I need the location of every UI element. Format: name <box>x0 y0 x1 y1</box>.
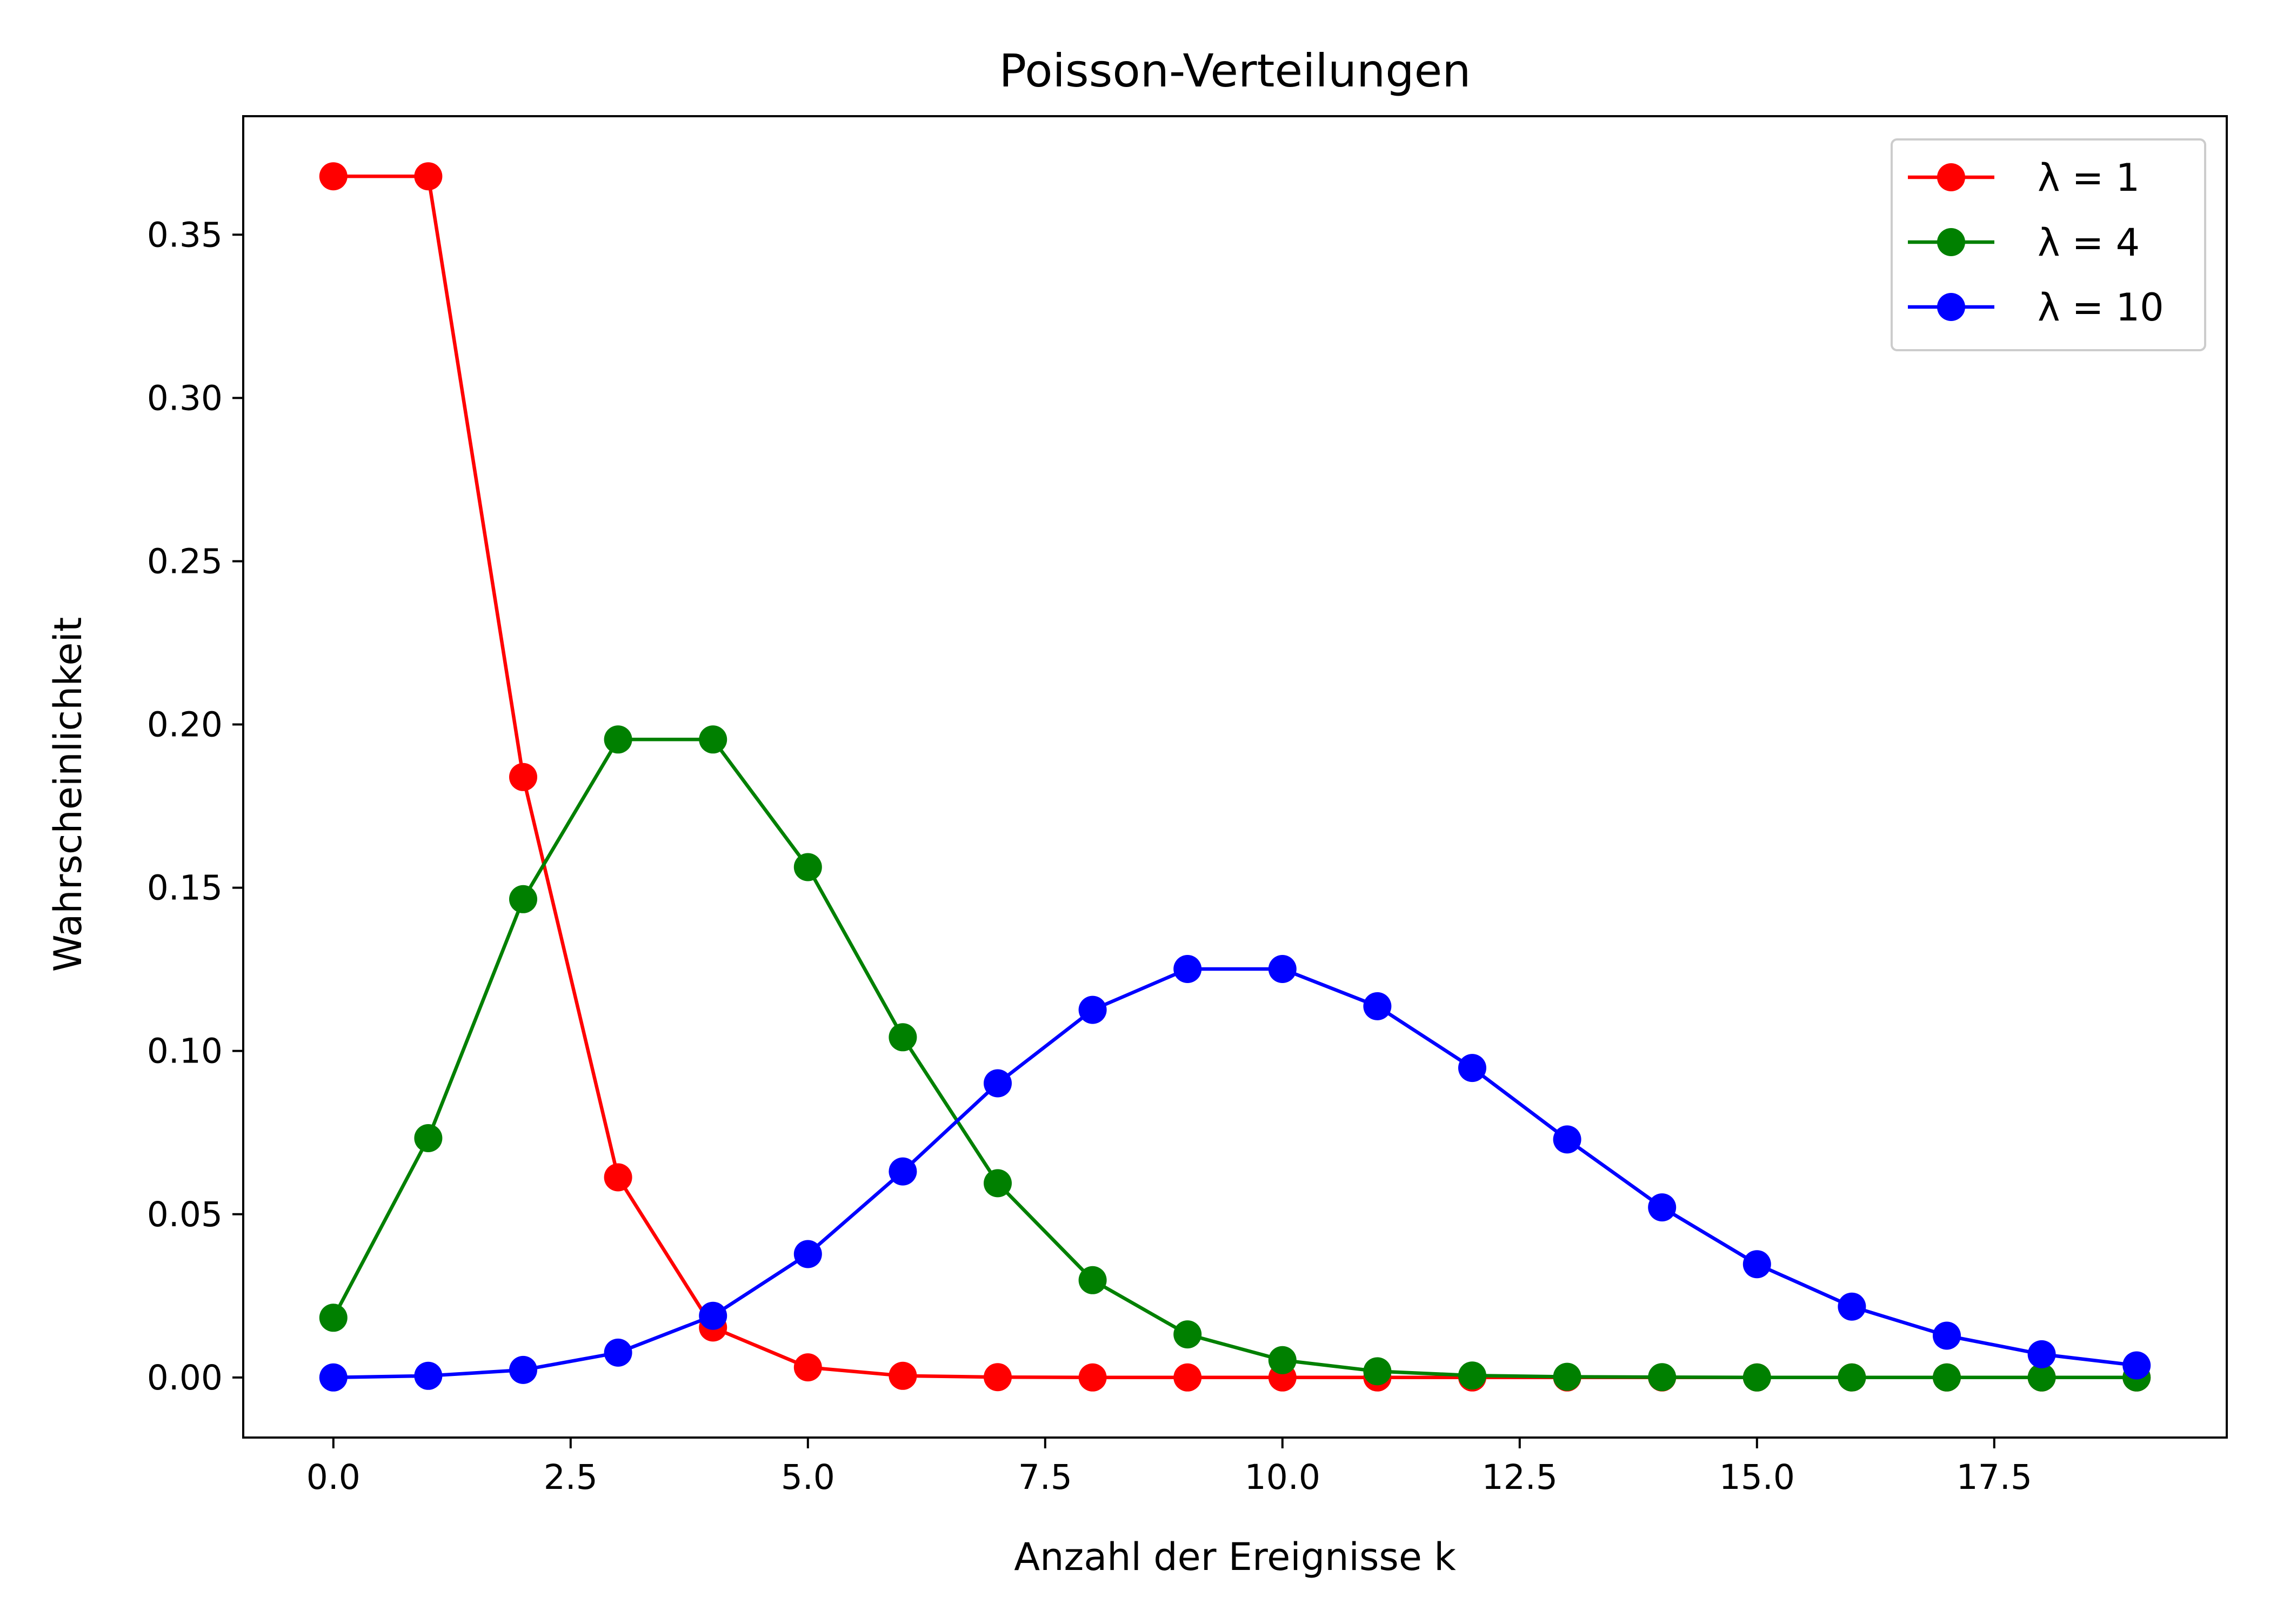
series-2-point <box>1078 1266 1107 1294</box>
series-3-point <box>1363 992 1392 1020</box>
series-2-point <box>414 1124 443 1152</box>
series-2-point <box>509 885 537 913</box>
legend: λ = 1 λ = 4 λ = 10 <box>1891 138 2206 351</box>
legend-label: λ = 1 <box>2038 156 2140 200</box>
plot-frame <box>242 115 2228 1439</box>
series-1-point <box>604 1163 632 1192</box>
series-2-point <box>984 1169 1012 1198</box>
series-1-point <box>1173 1363 1202 1392</box>
series-2-point <box>1838 1363 1866 1392</box>
series-3 <box>319 955 2151 1392</box>
series-3-point <box>1268 955 1297 983</box>
legend-label: λ = 4 <box>2038 220 2140 265</box>
axes-layer: 0.0 2.5 5.0 7.5 10.0 12.5 15.0 17.5 0.00 0.05 0.10… <box>147 115 2228 1497</box>
series-3-point <box>889 1157 917 1186</box>
series-3-point <box>414 1361 443 1390</box>
series-1-point <box>793 1353 822 1382</box>
series-2-point <box>1173 1320 1202 1349</box>
series-3-point <box>319 1363 348 1392</box>
series-2-point <box>889 1023 917 1052</box>
y-tick-label: 0.25 <box>147 542 223 581</box>
y-tick-label: 0.15 <box>147 868 223 908</box>
series-1-point <box>319 162 348 191</box>
series-2-point <box>319 1304 348 1332</box>
series-2-point <box>1268 1346 1297 1374</box>
series-3-point <box>2027 1340 2056 1368</box>
series-3-point <box>1078 995 1107 1024</box>
y-tick-label: 0.00 <box>147 1358 223 1398</box>
x-tick-label: 2.5 <box>544 1458 598 1497</box>
series-2-point <box>1648 1363 1677 1392</box>
series-3-point <box>1838 1292 1866 1321</box>
series-1-point <box>414 162 443 191</box>
legend-item: λ = 10 <box>1908 285 2164 330</box>
series-2-point <box>1933 1363 1961 1392</box>
y-axis-label: Wahrscheinlichkeit <box>46 617 90 972</box>
x-tick-label: 5.0 <box>781 1458 835 1497</box>
legend-swatch-marker <box>1937 293 1965 321</box>
series-1-point <box>889 1361 917 1390</box>
series-3-point <box>604 1338 632 1367</box>
x-tick-label: 7.5 <box>1018 1458 1072 1497</box>
series-3-line <box>333 967 2137 1380</box>
series-1-point <box>984 1363 1012 1392</box>
series-3-point <box>509 1355 537 1384</box>
series-2-point <box>1363 1357 1392 1386</box>
chart-title: Poisson-Verteilungen <box>999 44 1471 97</box>
series-3-point <box>1742 1250 1771 1279</box>
series-3-point <box>793 1240 822 1268</box>
series-1-point <box>1078 1363 1107 1392</box>
series-2-point <box>699 725 727 754</box>
series-3-point <box>1648 1193 1677 1222</box>
x-tick-label: 17.5 <box>1957 1458 2032 1497</box>
x-tick-label: 0.0 <box>306 1458 360 1497</box>
series-layer <box>319 162 2151 1392</box>
y-tick-label: 0.05 <box>147 1195 223 1234</box>
series-3-point <box>1173 955 1202 983</box>
x-axis-label: Anzahl der Ereignisse k <box>1014 1535 1456 1579</box>
series-2-point <box>2027 1363 2056 1392</box>
y-tick-label: 0.30 <box>147 378 223 418</box>
y-tick-label: 0.20 <box>147 705 223 745</box>
legend-swatch-marker <box>1937 163 1965 191</box>
x-tick-label: 15.0 <box>1719 1458 1795 1497</box>
series-3-point <box>1458 1054 1486 1082</box>
series-2-point <box>1742 1363 1771 1392</box>
series-3-point <box>1553 1125 1581 1154</box>
x-tick-label: 10.0 <box>1245 1458 1320 1497</box>
series-3-point <box>2122 1351 2151 1380</box>
x-tick-label: 12.5 <box>1482 1458 1558 1497</box>
series-1-point <box>509 763 537 791</box>
series-2-line <box>331 738 2137 1380</box>
legend-label: λ = 10 <box>2038 285 2164 330</box>
legend-item: λ = 1 <box>1908 156 2140 200</box>
y-tick-label: 0.10 <box>147 1032 223 1071</box>
legend-box <box>1891 138 2206 351</box>
series-3-point <box>699 1301 727 1330</box>
series-3-point <box>984 1069 1012 1098</box>
series-2-point <box>793 853 822 881</box>
legend-swatch-marker <box>1937 228 1965 256</box>
series-2-point <box>1458 1361 1486 1390</box>
legend-item: λ = 4 <box>1908 220 2140 265</box>
series-3-point <box>1933 1321 1961 1350</box>
series-2-point <box>1553 1362 1581 1391</box>
y-tick-label: 0.35 <box>147 215 223 255</box>
series-2-point <box>604 725 632 754</box>
